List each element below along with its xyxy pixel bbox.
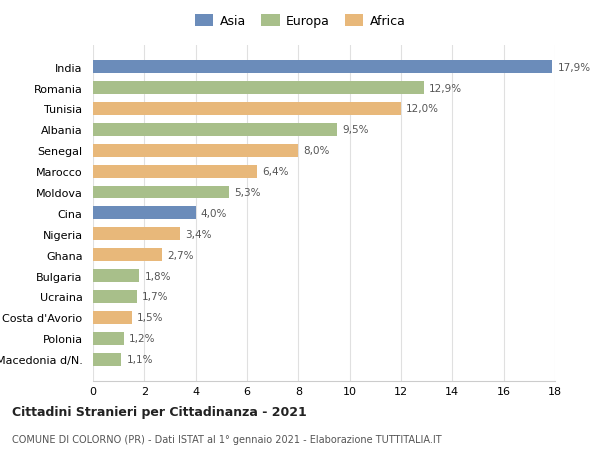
Bar (93, 186, 229, 199)
Text: 12,9%: 12,9% (429, 84, 463, 94)
Text: 1,8%: 1,8% (145, 271, 171, 281)
Bar (93, 145, 298, 157)
Text: 2,7%: 2,7% (167, 250, 194, 260)
Bar (93, 269, 139, 282)
Bar (93, 165, 257, 178)
Text: 3,4%: 3,4% (185, 230, 212, 239)
Bar (93, 82, 424, 95)
Text: 8,0%: 8,0% (304, 146, 330, 156)
Bar (93, 290, 137, 303)
Text: 1,7%: 1,7% (142, 292, 168, 302)
Text: 9,5%: 9,5% (342, 125, 368, 135)
Text: 12,0%: 12,0% (406, 104, 439, 114)
Text: Cittadini Stranieri per Cittadinanza - 2021: Cittadini Stranieri per Cittadinanza - 2… (12, 405, 307, 419)
Text: 1,2%: 1,2% (129, 333, 155, 343)
Bar (93, 249, 162, 262)
Bar (93, 353, 121, 366)
Text: 5,3%: 5,3% (234, 188, 260, 197)
Bar (93, 332, 124, 345)
Bar (93, 228, 180, 241)
Bar (93, 123, 337, 137)
Text: 1,5%: 1,5% (137, 313, 163, 323)
Text: 6,4%: 6,4% (262, 167, 289, 177)
Bar (93, 311, 131, 324)
Text: 1,1%: 1,1% (127, 354, 153, 364)
Bar (93, 61, 553, 74)
Bar (93, 207, 196, 220)
Legend: Asia, Europa, Africa: Asia, Europa, Africa (191, 11, 409, 32)
Text: COMUNE DI COLORNO (PR) - Dati ISTAT al 1° gennaio 2021 - Elaborazione TUTTITALIA: COMUNE DI COLORNO (PR) - Dati ISTAT al 1… (12, 434, 442, 443)
Bar (93, 103, 401, 116)
Text: 17,9%: 17,9% (557, 62, 590, 73)
Text: 4,0%: 4,0% (201, 208, 227, 218)
